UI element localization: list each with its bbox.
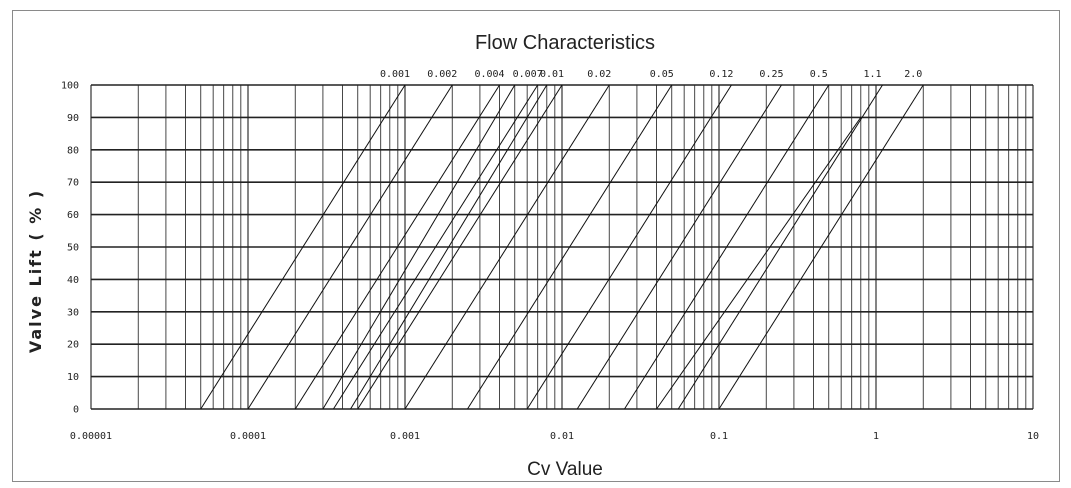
y-axis-label: Valve Lift ( % ) xyxy=(26,189,45,353)
y-tick-label: 60 xyxy=(67,210,79,221)
y-tick-label: 50 xyxy=(67,243,79,254)
cv-curve-1.1 xyxy=(677,84,883,410)
cv-curve-0.05 xyxy=(467,84,673,410)
y-tick-label: 80 xyxy=(67,145,79,156)
cv-curve-0.002 xyxy=(247,84,453,410)
x-tick-label: 0.00001 xyxy=(70,431,112,442)
cv-curve-label: 0.12 xyxy=(709,69,733,80)
y-tick-label: 30 xyxy=(67,307,79,318)
cv-curve-2.0 xyxy=(718,84,924,410)
y-tick-label: 70 xyxy=(67,178,79,189)
cv-curves xyxy=(200,84,924,410)
x-tick-label: 0.001 xyxy=(390,431,420,442)
y-tick-label: 0 xyxy=(73,405,79,416)
cv-curve-0.12 xyxy=(526,84,732,410)
x-tick-label: 0.01 xyxy=(550,431,574,442)
cv-curve-label: 0.5 xyxy=(810,69,828,80)
cv-curve-label: 0.001 xyxy=(380,69,410,80)
cv-curve-extra xyxy=(350,84,548,410)
cv-curve-label: 0.02 xyxy=(587,69,611,80)
chart-title: Flow Characteristics xyxy=(475,32,655,54)
cv-curve-0.02 xyxy=(404,84,610,410)
x-axis-label: Cv Value xyxy=(527,459,603,480)
y-tick-label: 20 xyxy=(67,340,79,351)
cv-curve-label: 0.25 xyxy=(759,69,783,80)
cv-curve-label: 2.0 xyxy=(904,69,922,80)
cv-curve-label: 0.01 xyxy=(540,69,564,80)
cv-curve-0.004 xyxy=(294,84,500,410)
x-tick-label: 0.1 xyxy=(710,431,728,442)
cv-curve-0.5 xyxy=(624,84,830,410)
y-tick-labels: 0 10 20 30 40 50 60 70 80 90 100 xyxy=(61,81,79,416)
cv-curve-0.25 xyxy=(576,84,782,410)
y-tick-label: 40 xyxy=(67,275,79,286)
flow-characteristics-chart: Flow Characteristics 0 10 20 30 40 50 60 70 80 90… xyxy=(26,32,1039,480)
y-tick-label: 10 xyxy=(67,372,79,383)
cv-curve-label: 0.004 xyxy=(474,69,504,80)
cv-curve-extra xyxy=(656,117,862,410)
cv-curve-label: 0.002 xyxy=(427,69,457,80)
cv-curve-0.01 xyxy=(357,84,563,410)
x-tick-labels: 0.00001 0.0001 0.001 0.01 0.1 1 10 xyxy=(70,431,1039,442)
y-tick-label: 100 xyxy=(61,81,79,92)
cv-curve-label: 1.1 xyxy=(863,69,881,80)
y-tick-label: 90 xyxy=(67,113,79,124)
cv-curve-extra xyxy=(322,84,516,410)
horizontal-gridlines xyxy=(91,84,1033,410)
cv-curve-label: 0.05 xyxy=(650,69,674,80)
cv-curve-0.001 xyxy=(200,84,406,410)
chart-frame: Flow Characteristics 0 10 20 30 40 50 60 70 80 90… xyxy=(12,10,1060,482)
x-tick-label: 1 xyxy=(873,431,879,442)
cv-curve-label: 0.007 xyxy=(513,69,543,80)
x-tick-label: 0.0001 xyxy=(230,431,266,442)
cv-curve-0.007 xyxy=(332,84,539,410)
x-tick-label: 10 xyxy=(1027,431,1039,442)
